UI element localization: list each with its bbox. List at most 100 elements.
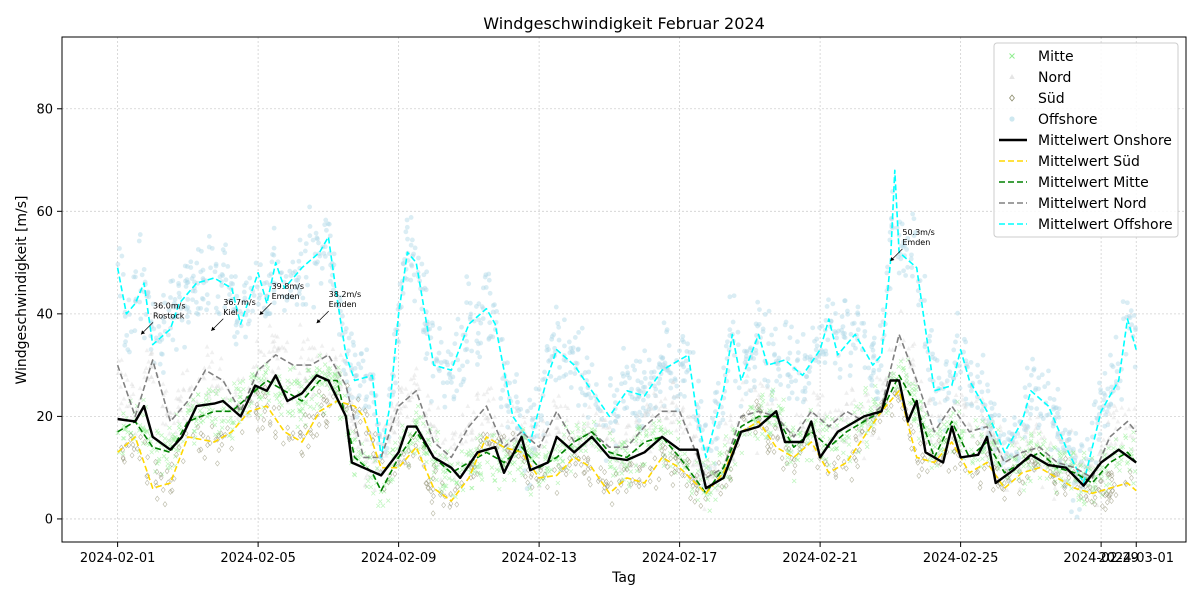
sued-point bbox=[929, 448, 935, 455]
offshore-point bbox=[483, 285, 489, 290]
nord-point bbox=[457, 434, 463, 439]
mitte-point bbox=[206, 387, 212, 392]
mitte-point bbox=[821, 418, 827, 424]
offshore-point bbox=[804, 355, 810, 360]
offshore-point bbox=[629, 386, 635, 392]
nord-point bbox=[704, 462, 710, 467]
offshore-point bbox=[641, 384, 646, 390]
offshore-point bbox=[992, 447, 998, 452]
offshore-point bbox=[825, 337, 831, 343]
nord-point bbox=[270, 339, 276, 344]
sued-point bbox=[791, 456, 797, 463]
sued-point bbox=[581, 454, 587, 461]
sued-point bbox=[670, 449, 676, 456]
sued-point bbox=[981, 465, 987, 472]
offshore-point bbox=[922, 273, 928, 279]
offshore-point bbox=[1132, 325, 1138, 331]
nord-point bbox=[175, 418, 181, 424]
offshore-point bbox=[313, 261, 319, 267]
sued-point bbox=[672, 468, 677, 475]
offshore-point bbox=[538, 417, 544, 423]
mitte-point bbox=[749, 404, 754, 410]
mitte-point bbox=[633, 463, 639, 468]
offshore-point bbox=[855, 327, 861, 333]
offshore-point bbox=[264, 280, 270, 285]
mitte-point bbox=[215, 388, 221, 393]
sued-point bbox=[267, 421, 273, 428]
offshore-point bbox=[303, 241, 309, 247]
mitte-point bbox=[894, 383, 900, 389]
sued-point bbox=[573, 472, 578, 479]
x-tick-label: 2024-02-01 bbox=[80, 551, 156, 566]
offshore-point bbox=[547, 357, 553, 363]
nord-point bbox=[149, 374, 154, 379]
legend-label: Nord bbox=[1038, 70, 1071, 86]
annotation-value: 50.3m/s bbox=[902, 228, 934, 237]
mitte-point bbox=[442, 454, 448, 459]
offshore-point bbox=[539, 413, 544, 419]
nord-point bbox=[209, 359, 215, 364]
mitte-point bbox=[643, 433, 649, 439]
nord-point bbox=[890, 347, 895, 352]
offshore-point bbox=[191, 273, 196, 279]
annotation-value: 38.2m/s bbox=[329, 290, 361, 299]
sued-point bbox=[280, 440, 286, 447]
sued-point bbox=[1106, 471, 1111, 478]
offshore-point bbox=[170, 278, 176, 284]
nord-point bbox=[674, 403, 679, 408]
offshore-point bbox=[421, 327, 426, 333]
offshore-point bbox=[753, 321, 759, 327]
offshore-point bbox=[192, 288, 198, 294]
sued-point bbox=[652, 455, 658, 462]
sued-point bbox=[380, 458, 385, 465]
nord-point bbox=[162, 390, 168, 395]
mitte-point bbox=[650, 431, 656, 436]
sued-point bbox=[438, 491, 443, 498]
offshore-point bbox=[622, 380, 628, 386]
offshore-point bbox=[371, 412, 377, 418]
mitte-point bbox=[190, 403, 196, 408]
offshore-point bbox=[855, 310, 861, 316]
legend-marker-circle bbox=[1009, 116, 1015, 122]
nord-point bbox=[148, 364, 154, 369]
nord-point bbox=[1113, 441, 1118, 446]
offshore-point bbox=[649, 370, 654, 375]
offshore-point bbox=[366, 404, 372, 410]
offshore-point bbox=[476, 341, 481, 347]
mitte-point bbox=[610, 437, 615, 442]
sued-point bbox=[563, 471, 569, 478]
offshore-point bbox=[408, 277, 414, 283]
nord-point bbox=[650, 413, 656, 418]
offshore-point bbox=[162, 300, 168, 306]
offshore-point bbox=[894, 225, 900, 231]
offshore-point bbox=[579, 325, 585, 331]
mitte-point bbox=[378, 489, 384, 495]
offshore-point bbox=[346, 335, 352, 341]
offshore-point bbox=[1077, 448, 1083, 454]
nord-point bbox=[643, 412, 649, 418]
mitte-point bbox=[266, 398, 272, 403]
mitte-point bbox=[959, 428, 965, 434]
sued-point bbox=[254, 401, 260, 408]
nord-point bbox=[596, 422, 602, 427]
offshore-point bbox=[176, 281, 181, 286]
nord-point bbox=[1052, 485, 1058, 490]
nord-point bbox=[666, 409, 672, 414]
nord-point bbox=[556, 393, 562, 398]
mitte-point bbox=[884, 410, 889, 416]
offshore-point bbox=[296, 258, 302, 264]
nord-point bbox=[659, 403, 665, 409]
sued-point bbox=[321, 393, 326, 400]
nord-point bbox=[653, 403, 659, 408]
nord-point bbox=[485, 415, 491, 420]
nord-point bbox=[603, 417, 608, 422]
sued-point bbox=[395, 459, 401, 466]
nord-point bbox=[163, 388, 169, 393]
offshore-point bbox=[871, 353, 877, 359]
sued-point bbox=[439, 480, 445, 487]
offshore-point bbox=[634, 413, 639, 419]
nord-point bbox=[967, 422, 973, 427]
sued-point bbox=[1109, 497, 1114, 505]
offshore-point bbox=[1091, 402, 1097, 408]
mitte-point bbox=[197, 408, 203, 413]
